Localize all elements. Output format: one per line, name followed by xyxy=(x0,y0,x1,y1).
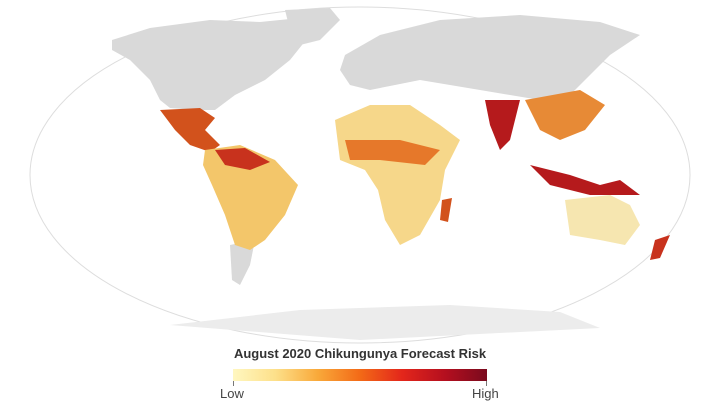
eurasia xyxy=(340,15,640,100)
legend-high: High xyxy=(472,386,499,401)
madagascar xyxy=(440,198,452,222)
central-america xyxy=(160,108,220,152)
amazon-north xyxy=(215,148,270,170)
southeast-asia xyxy=(525,90,605,140)
sahel xyxy=(345,140,440,165)
new-zealand xyxy=(650,235,670,260)
south-america xyxy=(203,145,298,250)
legend-low: Low xyxy=(220,386,244,401)
australia xyxy=(565,195,640,245)
world-map xyxy=(29,6,691,344)
land-low-risk xyxy=(112,8,640,340)
greenland xyxy=(285,8,340,45)
legend-title: August 2020 Chikungunya Forecast Risk xyxy=(233,346,487,361)
north-america xyxy=(112,18,310,110)
india xyxy=(485,100,520,150)
legend-tick xyxy=(486,381,487,386)
south-cone xyxy=(230,240,255,285)
legend-gradient xyxy=(233,369,487,381)
legend-tick xyxy=(233,381,234,386)
indonesia xyxy=(530,165,640,195)
risk-areas xyxy=(160,90,670,260)
antarctica xyxy=(170,305,600,340)
